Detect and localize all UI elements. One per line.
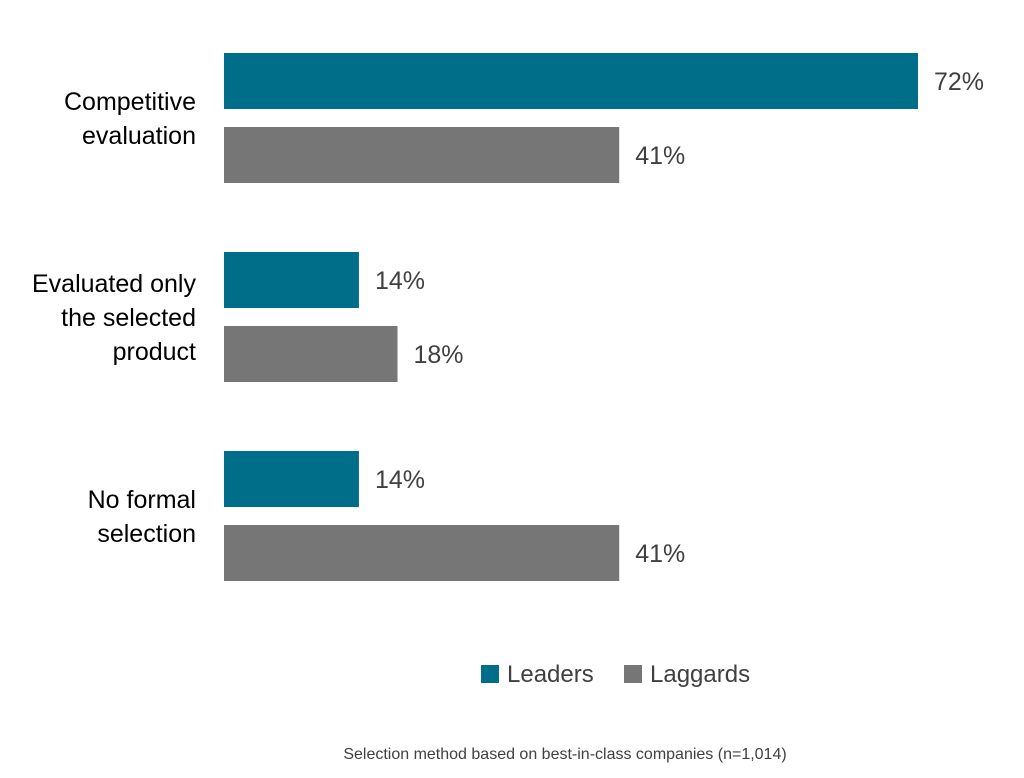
category-label: evaluation: [82, 122, 196, 150]
labels-group: Competitive evaluation 72% 41% Evaluated onl…: [32, 68, 984, 568]
category-label: product: [113, 338, 196, 366]
data-label: 72%: [934, 68, 984, 96]
legend-label-laggards: Laggards: [650, 661, 750, 688]
data-label: 41%: [635, 142, 685, 170]
bars-group: [224, 53, 918, 581]
bar-laggards: [224, 326, 398, 382]
bar-leaders: [224, 252, 359, 308]
data-label: 14%: [375, 267, 425, 295]
bar-laggards: [224, 127, 620, 183]
bar-leaders: [224, 53, 918, 109]
category-label: selection: [97, 520, 196, 548]
category-label: No formal: [88, 486, 196, 514]
data-label: 41%: [635, 540, 685, 568]
category-label: Competitive: [64, 88, 196, 116]
category-label: Evaluated only: [32, 270, 197, 298]
data-label: 18%: [414, 341, 464, 369]
data-label: 14%: [375, 466, 425, 494]
legend-swatch-leaders: [481, 665, 499, 683]
legend: Leaders Laggards: [481, 661, 750, 688]
legend-label-leaders: Leaders: [507, 661, 594, 688]
bar-laggards: [224, 525, 620, 581]
bar-leaders: [224, 451, 359, 507]
footnote: Selection method based on best-in-class …: [343, 746, 787, 763]
legend-swatch-laggards: [624, 665, 642, 683]
category-label: the selected: [61, 304, 196, 332]
